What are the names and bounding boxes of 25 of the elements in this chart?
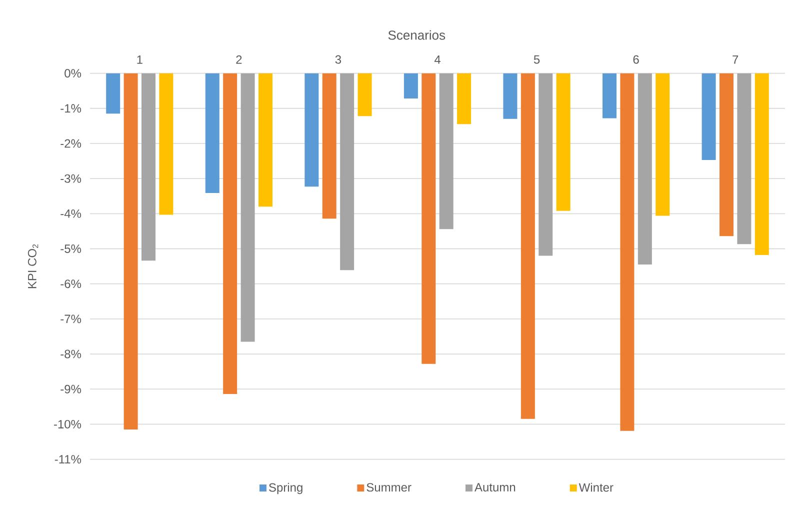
y-tick-label: -3% xyxy=(60,174,82,183)
x-tick-label: 5 xyxy=(534,55,540,64)
legend-label: Winter xyxy=(578,482,614,492)
y-tick-label: -10% xyxy=(54,420,82,428)
x-tick-label: 1 xyxy=(137,56,142,64)
x-tick-label: 6 xyxy=(633,55,639,64)
y-tick-label: -8% xyxy=(60,350,82,358)
y-tick-label: -5% xyxy=(60,244,82,253)
x-tick-label: 3 xyxy=(335,55,342,64)
y-tick-label: -7% xyxy=(60,314,82,324)
y-tick-label: 0% xyxy=(64,69,82,78)
legend-label: Autumn xyxy=(474,483,516,492)
x-tick-label: 4 xyxy=(434,56,440,64)
y-tick-label: -2% xyxy=(60,139,82,148)
legend-label: Summer xyxy=(366,483,412,492)
x-axis-title: Scenarios xyxy=(388,30,446,40)
y-tick-label: -9% xyxy=(60,384,82,394)
y-tick-label: -4% xyxy=(60,209,82,218)
legend-label: Spring xyxy=(269,482,302,494)
x-tick-label: 7 xyxy=(732,56,738,64)
x-tick-label: 2 xyxy=(236,55,242,64)
y-tick-label: -6% xyxy=(60,280,82,288)
y-axis-title: KPI CO$_{2}$ xyxy=(28,244,38,288)
y-tick-label: -1% xyxy=(60,104,82,113)
y-tick-label: -11% xyxy=(54,455,82,464)
